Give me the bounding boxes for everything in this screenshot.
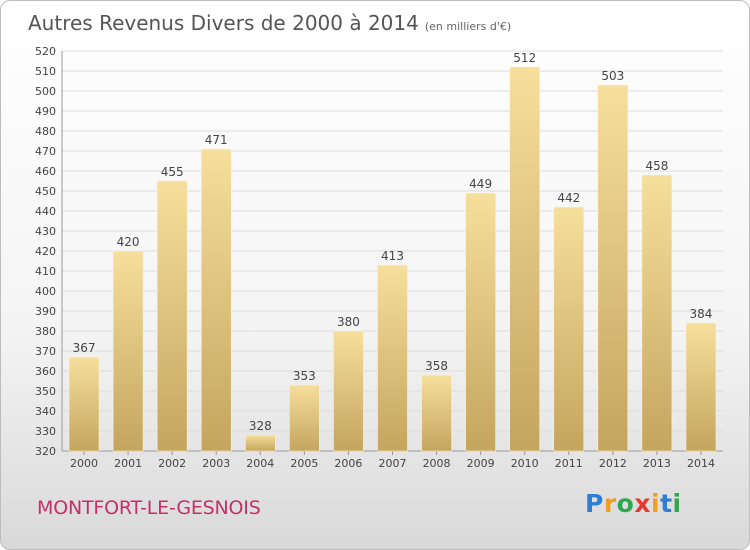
y-tick-label: 390 xyxy=(35,305,56,318)
bar xyxy=(421,374,452,452)
bar xyxy=(68,356,100,452)
y-tick-label: 320 xyxy=(35,445,56,458)
data-label: 353 xyxy=(293,369,316,383)
data-label: 449 xyxy=(469,177,492,191)
bar xyxy=(289,384,320,452)
data-label: 358 xyxy=(425,359,448,373)
chart-unit-label: (en milliers d'€) xyxy=(424,20,512,33)
y-tick-label: 520 xyxy=(35,45,56,58)
y-tick-label: 440 xyxy=(35,205,56,218)
x-tick-label: 2014 xyxy=(687,457,715,470)
y-tick-label: 510 xyxy=(35,65,56,78)
x-tick-label: 2006 xyxy=(334,457,362,470)
labels: 320 330 340 350 360 370 380 390 400 410 420 430 440 4… xyxy=(35,45,715,470)
data-label: 420 xyxy=(117,235,140,249)
y-tick-label: 430 xyxy=(35,225,56,238)
y-tick-label: 400 xyxy=(35,285,56,298)
logo-letter: o xyxy=(616,489,635,518)
y-tick-label: 460 xyxy=(35,165,56,178)
bar xyxy=(685,322,717,452)
bar xyxy=(509,66,541,452)
bar xyxy=(377,264,408,452)
bar xyxy=(641,174,673,452)
data-label: 455 xyxy=(161,165,184,179)
logo-letter: r xyxy=(603,489,617,518)
data-label: 380 xyxy=(337,315,360,329)
y-tick-label: 450 xyxy=(35,185,56,198)
x-tick-label: 2007 xyxy=(379,457,407,470)
bar xyxy=(465,192,496,452)
logo-letter: t xyxy=(660,489,673,518)
bar xyxy=(200,148,232,452)
bars xyxy=(68,66,717,452)
y-tick-label: 500 xyxy=(35,85,56,98)
logo-letter: P xyxy=(585,489,604,518)
logo-letter: i xyxy=(651,489,661,518)
data-label: 328 xyxy=(249,419,272,433)
x-tick-label: 2008 xyxy=(423,457,451,470)
data-label: 512 xyxy=(513,51,536,65)
x-tick-label: 2013 xyxy=(643,457,671,470)
chart-title: Autres Revenus Divers de 2000 à 2014 (en … xyxy=(28,11,511,35)
proxiti-logo: Proxiti xyxy=(585,489,682,518)
logo-letter: x xyxy=(634,489,651,518)
data-label: 471 xyxy=(205,133,228,147)
y-tick-label: 330 xyxy=(35,425,56,438)
bar xyxy=(597,84,629,452)
y-tick-label: 480 xyxy=(35,125,56,138)
city-name: MONTFORT-LE-GESNOIS xyxy=(37,497,261,519)
bar xyxy=(156,180,188,452)
x-tick-label: 2000 xyxy=(70,457,98,470)
data-label: 458 xyxy=(645,159,668,173)
bar xyxy=(333,330,364,452)
x-tick-label: 2009 xyxy=(467,457,495,470)
x-tick-label: 2002 xyxy=(158,457,186,470)
x-tick-label: 2004 xyxy=(246,457,274,470)
y-tick-label: 470 xyxy=(35,145,56,158)
y-tick-label: 380 xyxy=(35,325,56,338)
bar xyxy=(112,250,144,452)
y-tick-label: 370 xyxy=(35,345,56,358)
y-tick-label: 340 xyxy=(35,405,56,418)
x-tick-label: 2010 xyxy=(511,457,539,470)
chart-title-text: Autres Revenus Divers de 2000 à 2014 xyxy=(28,11,419,35)
data-label: 384 xyxy=(690,307,713,321)
data-label: 413 xyxy=(381,249,404,263)
y-tick-label: 410 xyxy=(35,265,56,278)
y-tick-label: 490 xyxy=(35,105,56,118)
bar xyxy=(245,434,276,452)
y-tick-label: 350 xyxy=(35,385,56,398)
x-tick-label: 2003 xyxy=(202,457,230,470)
x-tick-label: 2012 xyxy=(599,457,627,470)
data-label: 367 xyxy=(73,341,96,355)
y-tick-label: 360 xyxy=(35,365,56,378)
y-tick-label: 420 xyxy=(35,245,56,258)
data-label: 442 xyxy=(557,191,580,205)
data-label: 503 xyxy=(601,69,624,83)
x-tick-label: 2005 xyxy=(290,457,318,470)
logo-letter: i xyxy=(672,489,682,518)
x-tick-label: 2011 xyxy=(555,457,583,470)
bar xyxy=(553,206,585,452)
x-tick-label: 2001 xyxy=(114,457,142,470)
